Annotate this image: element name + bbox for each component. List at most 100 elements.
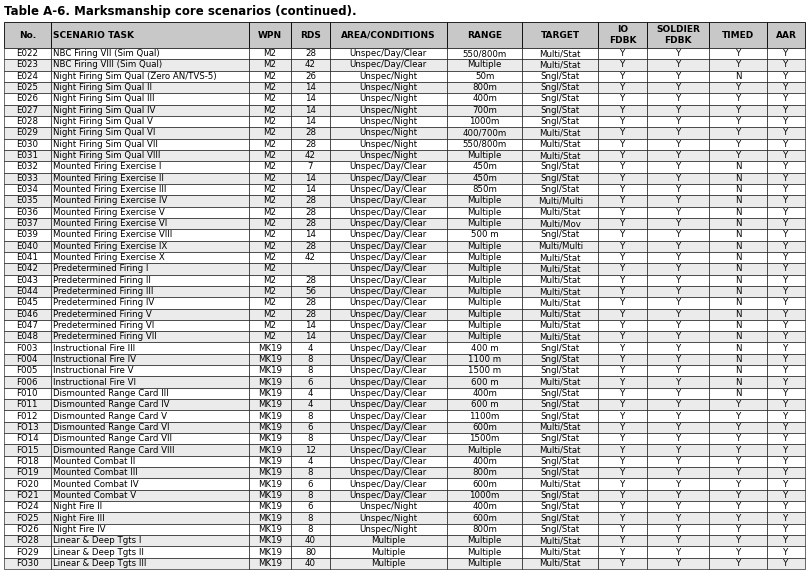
- Text: F004: F004: [17, 355, 38, 364]
- Text: Y: Y: [783, 72, 789, 81]
- Text: Dismounted Range Card VIII: Dismounted Range Card VIII: [53, 446, 174, 454]
- Text: Y: Y: [676, 309, 681, 319]
- Text: Unspec/Day/Clear: Unspec/Day/Clear: [349, 434, 427, 444]
- Bar: [709, 410, 767, 422]
- Text: 28: 28: [305, 128, 316, 138]
- Text: Y: Y: [676, 117, 681, 126]
- Bar: [523, 252, 598, 263]
- Bar: [51, 184, 248, 195]
- Bar: [51, 22, 248, 48]
- Text: Y: Y: [676, 457, 681, 466]
- Bar: [330, 252, 447, 263]
- Text: Mounted Combat V: Mounted Combat V: [53, 491, 136, 500]
- Text: Multiple: Multiple: [468, 309, 502, 319]
- Text: Y: Y: [783, 559, 789, 568]
- Text: E034: E034: [16, 185, 38, 194]
- Bar: [4, 308, 51, 320]
- Bar: [767, 410, 805, 422]
- Text: Multiple: Multiple: [468, 242, 502, 251]
- Text: Y: Y: [676, 378, 681, 387]
- Text: Multi/Stat: Multi/Stat: [540, 253, 581, 262]
- Bar: [647, 558, 709, 569]
- Bar: [647, 60, 709, 70]
- Text: Y: Y: [783, 151, 789, 160]
- Text: MK19: MK19: [258, 457, 282, 466]
- Text: Y: Y: [676, 276, 681, 285]
- Text: E041: E041: [16, 253, 38, 262]
- Bar: [248, 320, 291, 331]
- Bar: [4, 105, 51, 116]
- Text: Y: Y: [783, 332, 789, 342]
- Text: N: N: [735, 321, 742, 330]
- Bar: [51, 229, 248, 241]
- Text: Y: Y: [676, 219, 681, 228]
- Bar: [447, 127, 523, 139]
- Text: 7: 7: [307, 162, 313, 171]
- Bar: [523, 456, 598, 467]
- Text: F006: F006: [17, 378, 38, 387]
- Text: MK19: MK19: [258, 525, 282, 534]
- Bar: [447, 82, 523, 93]
- Text: Y: Y: [676, 446, 681, 454]
- Text: Mounted Firing Exercise VIII: Mounted Firing Exercise VIII: [53, 230, 172, 240]
- Bar: [709, 116, 767, 127]
- Bar: [523, 93, 598, 105]
- Text: Multi/Stat: Multi/Stat: [540, 480, 581, 489]
- Bar: [447, 218, 523, 229]
- Text: N: N: [735, 378, 742, 387]
- Bar: [767, 172, 805, 184]
- Bar: [523, 433, 598, 445]
- Text: 42: 42: [305, 61, 316, 69]
- Text: M2: M2: [264, 321, 277, 330]
- Bar: [598, 105, 647, 116]
- Bar: [647, 206, 709, 218]
- Bar: [447, 478, 523, 490]
- Text: Y: Y: [620, 128, 625, 138]
- Bar: [767, 48, 805, 60]
- Text: Predetermined Firing I: Predetermined Firing I: [53, 264, 148, 273]
- Text: Multiple: Multiple: [371, 559, 405, 568]
- Bar: [4, 184, 51, 195]
- Bar: [647, 524, 709, 535]
- Text: 800m: 800m: [472, 83, 497, 92]
- Bar: [291, 48, 330, 60]
- Text: Multiple: Multiple: [468, 61, 502, 69]
- Bar: [598, 184, 647, 195]
- Bar: [51, 535, 248, 546]
- Bar: [598, 161, 647, 172]
- Bar: [330, 320, 447, 331]
- Bar: [248, 139, 291, 150]
- Text: E045: E045: [16, 299, 38, 307]
- Bar: [598, 512, 647, 524]
- Text: Dismounted Range Card VI: Dismounted Range Card VI: [53, 423, 169, 432]
- Text: Multi/Stat: Multi/Stat: [540, 548, 581, 556]
- Bar: [51, 422, 248, 433]
- Bar: [51, 524, 248, 535]
- Text: Sngl/Stat: Sngl/Stat: [540, 513, 580, 523]
- Text: Y: Y: [783, 378, 789, 387]
- Text: N: N: [735, 162, 742, 171]
- Bar: [523, 139, 598, 150]
- Text: Y: Y: [620, 344, 625, 352]
- Bar: [523, 388, 598, 399]
- Bar: [709, 60, 767, 70]
- Bar: [647, 93, 709, 105]
- Bar: [598, 445, 647, 456]
- Bar: [767, 376, 805, 388]
- Text: M2: M2: [264, 309, 277, 319]
- Bar: [709, 48, 767, 60]
- Bar: [598, 263, 647, 274]
- Text: Y: Y: [783, 140, 789, 149]
- Text: Y: Y: [783, 299, 789, 307]
- Text: M2: M2: [264, 49, 277, 58]
- Text: Unspec/Night: Unspec/Night: [359, 151, 417, 160]
- Text: Unspec/Day/Clear: Unspec/Day/Clear: [349, 411, 427, 421]
- Text: 8: 8: [307, 411, 313, 421]
- Bar: [291, 467, 330, 478]
- Bar: [330, 354, 447, 365]
- Bar: [51, 206, 248, 218]
- Bar: [598, 229, 647, 241]
- Bar: [330, 501, 447, 512]
- Bar: [4, 22, 51, 48]
- Bar: [291, 93, 330, 105]
